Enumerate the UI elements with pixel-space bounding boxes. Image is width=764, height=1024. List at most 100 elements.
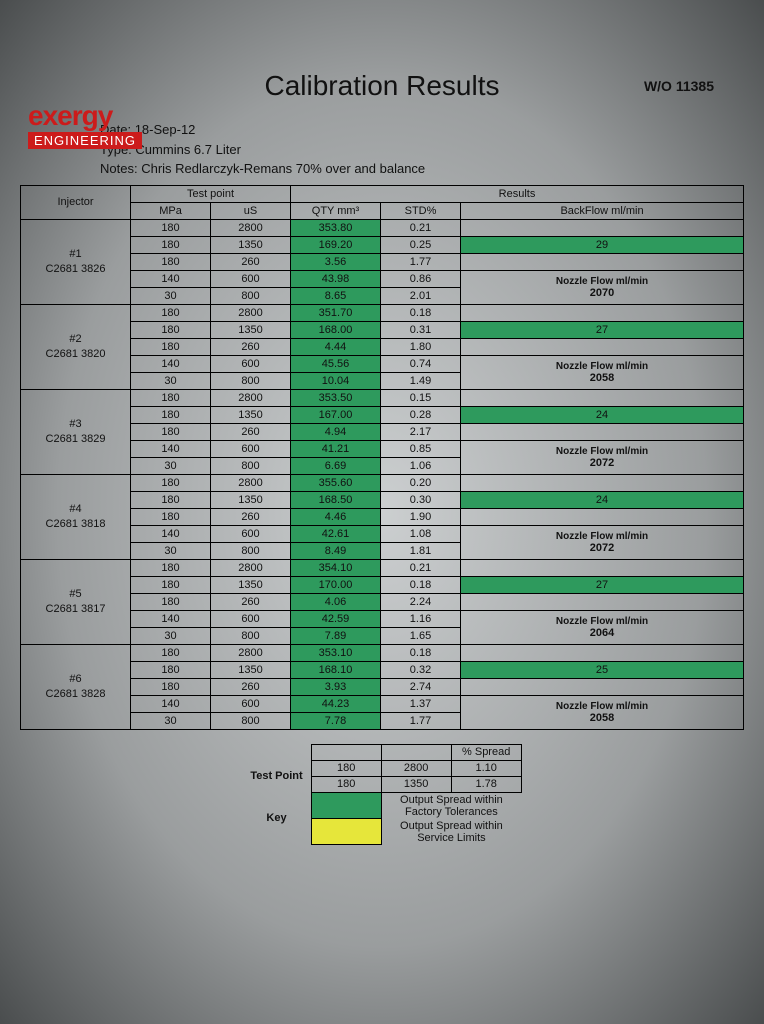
col-backflow: BackFlow ml/min	[461, 202, 744, 219]
cell-mpa: 180	[131, 321, 211, 338]
cell-qty: 353.80	[291, 219, 381, 236]
cell-us: 800	[211, 457, 291, 474]
cell-us: 2800	[211, 304, 291, 321]
key-yellow-swatch	[311, 819, 381, 845]
cell-blank	[461, 338, 744, 355]
cell-blank	[461, 389, 744, 406]
cell-mpa: 140	[131, 525, 211, 542]
table-row: #2C2681 38201802800351.700.18	[21, 304, 744, 321]
cell-us: 800	[211, 287, 291, 304]
cell-us: 600	[211, 355, 291, 372]
injector-cell: #5C2681 3817	[21, 559, 131, 644]
cell-mpa: 30	[131, 627, 211, 644]
cell-qty: 4.46	[291, 508, 381, 525]
cell-std: 1.37	[381, 695, 461, 712]
cell-qty: 7.89	[291, 627, 381, 644]
cell-qty: 10.04	[291, 372, 381, 389]
cell-mpa: 30	[131, 457, 211, 474]
cell-blank	[461, 644, 744, 661]
cell-qty: 4.44	[291, 338, 381, 355]
col-std: STD%	[381, 202, 461, 219]
cell-mpa: 180	[131, 474, 211, 491]
cell-std: 0.25	[381, 236, 461, 253]
cell-qty: 6.69	[291, 457, 381, 474]
injector-cell: #3C2681 3829	[21, 389, 131, 474]
table-row: #3C2681 38291802800353.500.15	[21, 389, 744, 406]
cell-std: 0.18	[381, 576, 461, 593]
cell-us: 600	[211, 610, 291, 627]
cell-qty: 42.61	[291, 525, 381, 542]
cell-qty: 168.50	[291, 491, 381, 508]
meta-block: Date: 18-Sep-12 Type: Cummins 6.7 Liter …	[100, 120, 744, 179]
cell-qty: 353.50	[291, 389, 381, 406]
table-row: #6C2681 38281802800353.100.18	[21, 644, 744, 661]
cell-mpa: 140	[131, 355, 211, 372]
cell-mpa: 180	[131, 406, 211, 423]
key-green-text: Output Spread within Factory Tolerances	[381, 792, 521, 819]
cell-mpa: 180	[131, 236, 211, 253]
cell-us: 800	[211, 542, 291, 559]
key-yellow-text: Output Spread within Service Limits	[381, 819, 521, 845]
cell-qty: 7.78	[291, 712, 381, 729]
cell-std: 0.18	[381, 644, 461, 661]
report-page: W/O 11385 exergy ENGINEERING Calibration…	[20, 70, 744, 845]
cell-std: 1.77	[381, 712, 461, 729]
cell-us: 2800	[211, 474, 291, 491]
cell-blank	[461, 559, 744, 576]
cell-backflow: 25	[461, 661, 744, 678]
col-injector: Injector	[21, 185, 131, 219]
cell-qty: 45.56	[291, 355, 381, 372]
cell-mpa: 30	[131, 287, 211, 304]
testpoint-label	[242, 744, 311, 760]
cell-blank	[461, 423, 744, 440]
logo: exergy ENGINEERING	[28, 100, 142, 150]
cell-nozzle: Nozzle Flow ml/min2058	[461, 355, 744, 389]
cell-us: 600	[211, 695, 291, 712]
cell-mpa: 30	[131, 542, 211, 559]
table-section-header: Injector Test point Results	[21, 185, 744, 202]
cell-us: 260	[211, 253, 291, 270]
cell-qty: 44.23	[291, 695, 381, 712]
cell-std: 2.74	[381, 678, 461, 695]
cell-blank	[461, 508, 744, 525]
cell-mpa: 180	[131, 644, 211, 661]
cell-qty: 168.10	[291, 661, 381, 678]
cell-mpa: 180	[131, 576, 211, 593]
cell-mpa: 140	[131, 610, 211, 627]
cell-blank	[461, 219, 744, 236]
cell-backflow: 24	[461, 491, 744, 508]
cell-us: 2800	[211, 559, 291, 576]
injector-cell: #6C2681 3828	[21, 644, 131, 729]
cell-std: 1.06	[381, 457, 461, 474]
table-row: #5C2681 38171802800354.100.21	[21, 559, 744, 576]
cell-us: 600	[211, 440, 291, 457]
cell-std: 1.90	[381, 508, 461, 525]
cell-mpa: 180	[131, 508, 211, 525]
notes-value: Chris Redlarczyk-Remans 70% over and bal…	[141, 161, 425, 176]
cell-mpa: 140	[131, 270, 211, 287]
tp-label: Test Point	[242, 760, 311, 792]
injector-cell: #2C2681 3820	[21, 304, 131, 389]
footer-row: Test Point 180 2800 1.10	[242, 760, 521, 776]
cell-us: 260	[211, 423, 291, 440]
cell-mpa: 30	[131, 712, 211, 729]
cell-backflow: 24	[461, 406, 744, 423]
col-qty: QTY mm³	[291, 202, 381, 219]
cell-qty: 354.10	[291, 559, 381, 576]
spread-header: % Spread	[451, 744, 521, 760]
cell-mpa: 180	[131, 491, 211, 508]
cell-us: 1350	[211, 576, 291, 593]
cell-us: 260	[211, 593, 291, 610]
cell-backflow: 29	[461, 236, 744, 253]
cell-std: 0.31	[381, 321, 461, 338]
cell-qty: 4.06	[291, 593, 381, 610]
cell-mpa: 180	[131, 661, 211, 678]
cell-qty: 170.00	[291, 576, 381, 593]
cell-std: 1.81	[381, 542, 461, 559]
ft-spread: 1.10	[451, 760, 521, 776]
cell-us: 260	[211, 338, 291, 355]
cell-std: 1.16	[381, 610, 461, 627]
logo-text-bottom: ENGINEERING	[28, 132, 142, 149]
cell-std: 1.77	[381, 253, 461, 270]
cell-mpa: 180	[131, 338, 211, 355]
